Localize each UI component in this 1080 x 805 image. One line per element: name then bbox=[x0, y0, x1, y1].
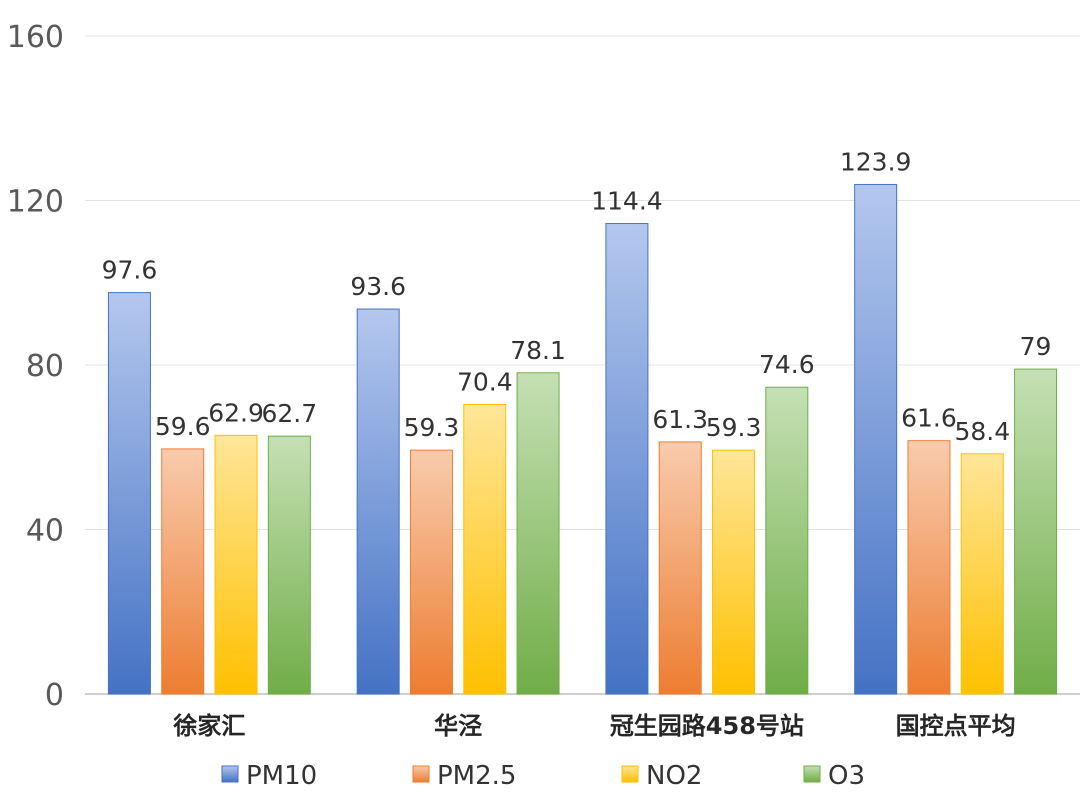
bar-no2-4 bbox=[960, 453, 1004, 695]
bar-no2-2 bbox=[463, 403, 507, 695]
data-label: 93.6 bbox=[350, 272, 406, 301]
legend-swatch bbox=[221, 765, 239, 783]
legend-label: PM10 bbox=[246, 761, 317, 791]
data-label: 123.9 bbox=[840, 147, 912, 176]
bar-pm25-1 bbox=[161, 448, 205, 695]
y-tick-label: 80 bbox=[26, 349, 64, 384]
x-tick-label: 冠生园路458号站 bbox=[610, 712, 804, 740]
data-label: 97.6 bbox=[102, 256, 158, 285]
legend-label: PM2.5 bbox=[437, 761, 516, 791]
y-tick-label: 160 bbox=[7, 20, 64, 55]
legend-swatch bbox=[803, 765, 821, 783]
y-tick-label: 40 bbox=[26, 514, 64, 549]
bar-o3-3 bbox=[765, 386, 809, 695]
legend-swatch bbox=[621, 765, 639, 783]
data-label: 114.4 bbox=[591, 187, 663, 216]
x-axis: 徐家汇 华泾 冠生园路458号站 国控点平均 bbox=[172, 712, 1015, 740]
bar-pm10-1 bbox=[107, 292, 151, 695]
data-label: 58.4 bbox=[954, 417, 1010, 446]
bar-no2-3 bbox=[712, 449, 756, 695]
x-tick-label: 国控点平均 bbox=[896, 712, 1016, 740]
y-tick-label: 120 bbox=[7, 185, 64, 220]
data-label: 62.9 bbox=[208, 398, 264, 427]
bar-o3-4 bbox=[1014, 368, 1058, 695]
bar-pm25-3 bbox=[658, 441, 702, 695]
y-tick-label: 0 bbox=[45, 678, 64, 713]
bar-o3-2 bbox=[516, 372, 560, 695]
data-label: 59.6 bbox=[155, 412, 211, 441]
x-tick-label: 华泾 bbox=[434, 712, 482, 740]
data-label: 61.6 bbox=[901, 404, 957, 433]
legend-label: NO2 bbox=[646, 761, 702, 791]
data-label: 59.3 bbox=[706, 413, 762, 442]
data-label: 59.3 bbox=[404, 413, 460, 442]
legend-swatch bbox=[412, 765, 430, 783]
bar-pm10-3 bbox=[605, 223, 649, 695]
bars bbox=[107, 183, 1058, 695]
bar-pm25-4 bbox=[907, 440, 951, 695]
bar-no2-1 bbox=[214, 434, 258, 695]
data-label: 62.7 bbox=[261, 399, 317, 428]
data-label: 78.1 bbox=[510, 336, 566, 365]
data-label: 61.3 bbox=[652, 405, 708, 434]
y-axis: 0 40 80 120 160 bbox=[7, 20, 64, 713]
data-label: 79 bbox=[1020, 332, 1052, 361]
data-label: 70.4 bbox=[457, 367, 513, 396]
data-label: 74.6 bbox=[759, 350, 815, 379]
bar-pm25-2 bbox=[409, 449, 453, 695]
bar-o3-1 bbox=[267, 435, 311, 695]
bar-pm10-4 bbox=[854, 183, 898, 695]
x-tick-label: 徐家汇 bbox=[172, 712, 245, 740]
legend-label: O3 bbox=[828, 761, 865, 791]
bar-pm10-2 bbox=[356, 308, 400, 695]
legend: PM10 PM2.5 NO2 O3 bbox=[221, 761, 865, 791]
data-labels: 97.6 59.662.962.7 93.6 59.3 70.478.1 114.4 61.… bbox=[102, 147, 1052, 445]
